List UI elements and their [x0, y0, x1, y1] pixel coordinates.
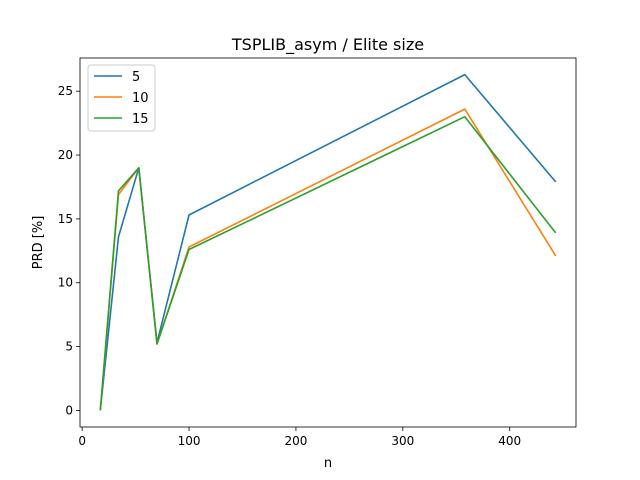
- y-tick-label: 15: [58, 212, 73, 226]
- series-line-15: [99, 115, 557, 411]
- x-tick-label: 200: [284, 434, 307, 448]
- y-tick-label: 5: [65, 340, 73, 354]
- ticks-layer: 0 100 200 300 400 0 5 10 15 20 25: [58, 84, 521, 448]
- legend-label-5: 5: [132, 70, 140, 85]
- x-axis-label: n: [324, 456, 332, 471]
- y-tick-label: 10: [58, 276, 73, 290]
- series-layer: [99, 73, 557, 411]
- plot-frame: [79, 57, 577, 428]
- y-axis-label: PRD [%]: [31, 216, 46, 270]
- x-tick-label: 300: [391, 434, 414, 448]
- legend-label-15: 15: [132, 112, 149, 127]
- legend-box: [87, 64, 156, 132]
- plot-area: [80, 58, 576, 427]
- x-tick-label: 0: [78, 434, 86, 448]
- y-tick-label: 25: [58, 84, 73, 98]
- x-tick-label: 100: [178, 434, 201, 448]
- x-tick-label: 400: [498, 434, 521, 448]
- legend-label-10: 10: [132, 91, 149, 106]
- legend: 5 10 15: [87, 64, 156, 132]
- y-tick-label: 20: [58, 148, 73, 162]
- chart-title: TSPLIB_asym / Elite size: [231, 35, 424, 55]
- y-tick-label: 0: [65, 403, 73, 417]
